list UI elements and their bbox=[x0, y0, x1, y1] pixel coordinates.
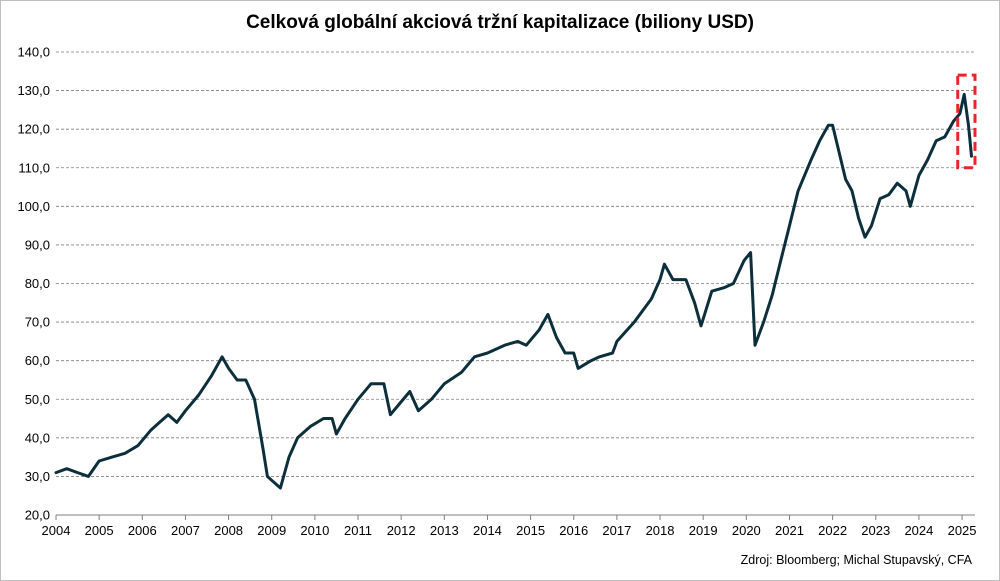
x-tick-label: 2015 bbox=[516, 523, 545, 538]
x-tick-label: 2017 bbox=[602, 523, 631, 538]
y-tick-label: 100,0 bbox=[17, 199, 50, 214]
y-tick-label: 130,0 bbox=[17, 83, 50, 98]
x-tick-label: 2007 bbox=[171, 523, 200, 538]
x-tick-label: 2016 bbox=[559, 523, 588, 538]
x-tick-label: 2009 bbox=[257, 523, 286, 538]
y-tick-label: 60,0 bbox=[25, 353, 50, 368]
y-tick-label: 110,0 bbox=[18, 160, 50, 175]
x-tick-label: 2013 bbox=[430, 523, 459, 538]
x-tick-label: 2022 bbox=[818, 523, 847, 538]
x-tick-label: 2005 bbox=[85, 523, 114, 538]
y-tick-label: 140,0 bbox=[17, 45, 50, 60]
series-line bbox=[54, 92, 973, 490]
x-tick-label: 2025 bbox=[948, 523, 977, 538]
y-tick-label: 30,0 bbox=[25, 469, 50, 484]
x-tick-label: 2012 bbox=[387, 523, 416, 538]
y-tick-label: 120,0 bbox=[17, 122, 50, 137]
y-tick-label: 40,0 bbox=[25, 430, 50, 445]
x-tick-label: 2004 bbox=[42, 523, 71, 538]
chart-source: Zdroj: Bloomberg; Michal Stupavský, CFA bbox=[740, 553, 972, 567]
x-tick-label: 2024 bbox=[904, 523, 933, 538]
y-tick-label: 50,0 bbox=[25, 392, 50, 407]
x-tick-label: 2021 bbox=[775, 523, 804, 538]
x-tick-label: 2008 bbox=[214, 523, 243, 538]
y-tick-label: 70,0 bbox=[25, 315, 50, 330]
highlight-box bbox=[956, 73, 977, 170]
x-tick-label: 2020 bbox=[732, 523, 761, 538]
x-tick-label: 2010 bbox=[300, 523, 329, 538]
x-tick-label: 2023 bbox=[861, 523, 890, 538]
x-tick-label: 2019 bbox=[689, 523, 718, 538]
x-tick-label: 2011 bbox=[344, 523, 372, 538]
y-tick-label: 80,0 bbox=[25, 276, 50, 291]
chart-title: Celková globální akciová tržní kapitaliz… bbox=[246, 12, 754, 33]
y-tick-label: 90,0 bbox=[25, 237, 50, 252]
x-tick-label: 2018 bbox=[646, 523, 675, 538]
x-tick-label: 2014 bbox=[473, 523, 502, 538]
x-tick-label: 2006 bbox=[128, 523, 157, 538]
y-tick-label: 20,0 bbox=[25, 508, 50, 523]
